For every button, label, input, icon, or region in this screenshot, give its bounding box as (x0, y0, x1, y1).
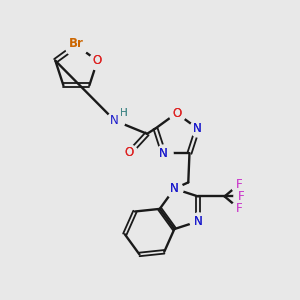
Text: F: F (238, 190, 245, 203)
Text: N: N (194, 215, 203, 228)
Text: O: O (125, 146, 134, 159)
Text: O: O (93, 54, 102, 67)
Text: O: O (93, 54, 102, 67)
Text: N: N (110, 114, 119, 127)
Text: N: N (159, 147, 168, 160)
Text: N: N (170, 182, 179, 195)
Text: O: O (172, 107, 181, 120)
Text: N: N (110, 114, 119, 127)
Text: N: N (193, 122, 202, 135)
Text: O: O (125, 146, 134, 159)
Text: N: N (170, 182, 179, 195)
Text: N: N (159, 147, 168, 160)
Text: F: F (236, 178, 243, 190)
Text: H: H (120, 108, 128, 118)
Text: F: F (236, 178, 243, 190)
Text: N: N (194, 215, 203, 228)
Text: O: O (172, 107, 181, 120)
Text: N: N (193, 122, 202, 135)
Text: Br: Br (69, 38, 84, 50)
Text: H: H (120, 108, 128, 118)
Text: F: F (236, 202, 243, 215)
Text: F: F (238, 190, 245, 203)
Text: F: F (236, 202, 243, 215)
Text: Br: Br (69, 38, 84, 50)
